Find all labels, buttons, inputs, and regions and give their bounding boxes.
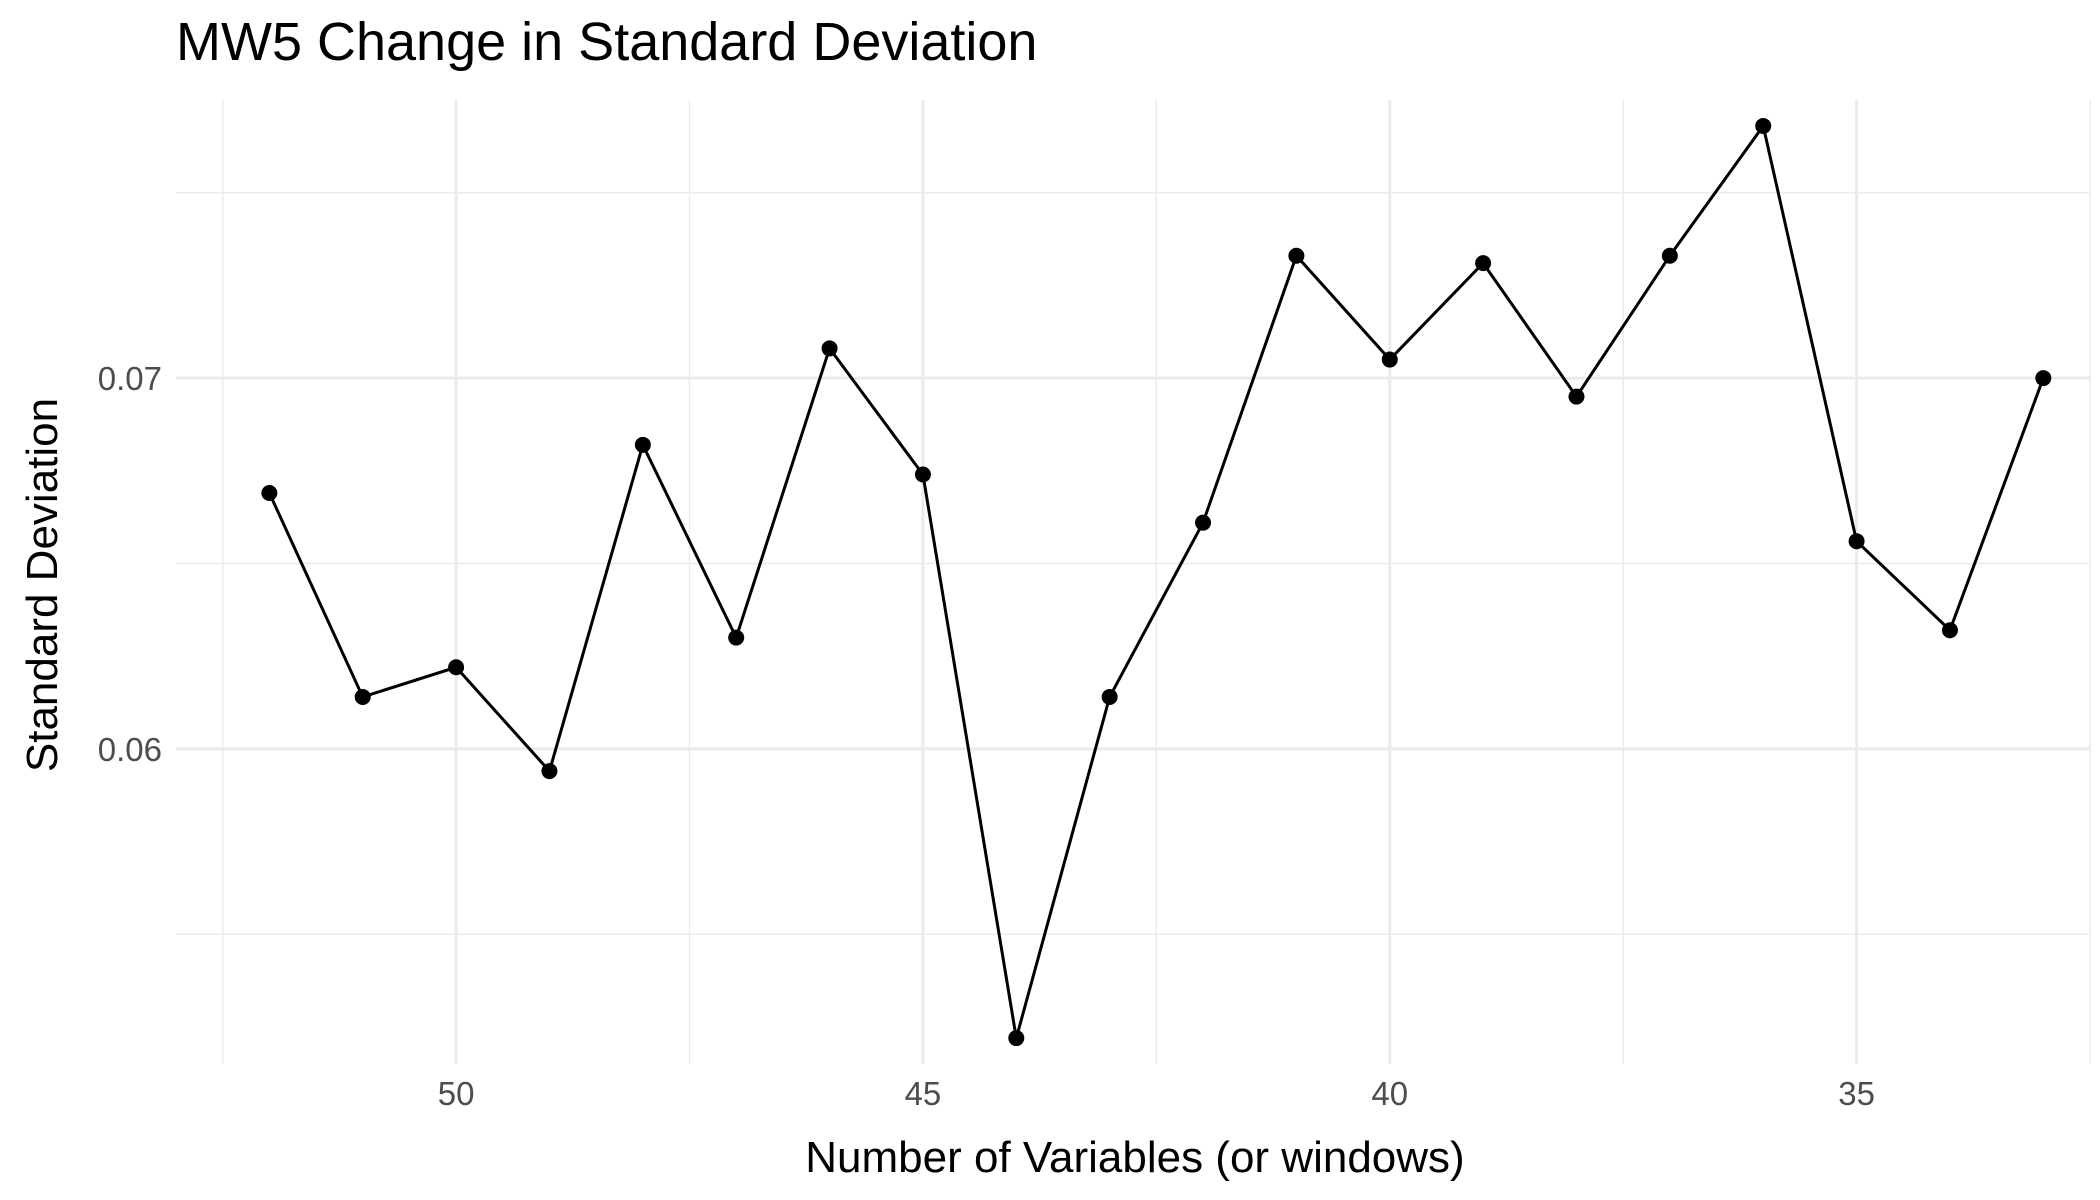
x-tick-label: 50 <box>438 1075 475 1112</box>
data-point <box>1475 255 1492 272</box>
data-point <box>1101 688 1118 705</box>
data-point <box>1008 1030 1025 1047</box>
x-tick-label: 35 <box>1838 1075 1875 1112</box>
data-point <box>541 763 558 780</box>
y-tick-label: 0.07 <box>98 360 162 397</box>
data-point <box>1195 514 1212 531</box>
data-point <box>1661 247 1678 264</box>
data-point <box>1941 622 1958 639</box>
data-series <box>261 117 2052 1047</box>
data-point <box>2035 370 2052 387</box>
data-point <box>1848 533 1865 550</box>
series-line <box>268 122 2045 1039</box>
x-axis-title: Number of Variables (or windows) <box>805 1133 1464 1182</box>
data-point <box>821 340 838 357</box>
data-point <box>914 466 931 483</box>
data-point <box>728 629 745 646</box>
data-point <box>354 688 371 705</box>
y-axis-title: Standard Deviation <box>18 398 67 772</box>
data-point <box>1755 117 1772 134</box>
y-tick-label: 0.06 <box>98 731 162 768</box>
data-point <box>1381 351 1398 368</box>
data-point <box>1288 247 1305 264</box>
data-point <box>634 436 651 453</box>
major-gridlines <box>176 100 2090 1064</box>
data-point <box>261 485 278 502</box>
x-tick-label: 45 <box>905 1075 942 1112</box>
x-axis-ticks: 50 45 40 35 <box>438 1075 1875 1112</box>
chart-title: MW5 Change in Standard Deviation <box>176 12 1037 72</box>
y-axis-ticks: 0.06 0.07 <box>98 360 162 768</box>
data-point <box>448 659 465 676</box>
x-tick-label: 40 <box>1371 1075 1408 1112</box>
minor-gridlines <box>176 100 2091 1064</box>
data-point <box>1568 388 1585 405</box>
